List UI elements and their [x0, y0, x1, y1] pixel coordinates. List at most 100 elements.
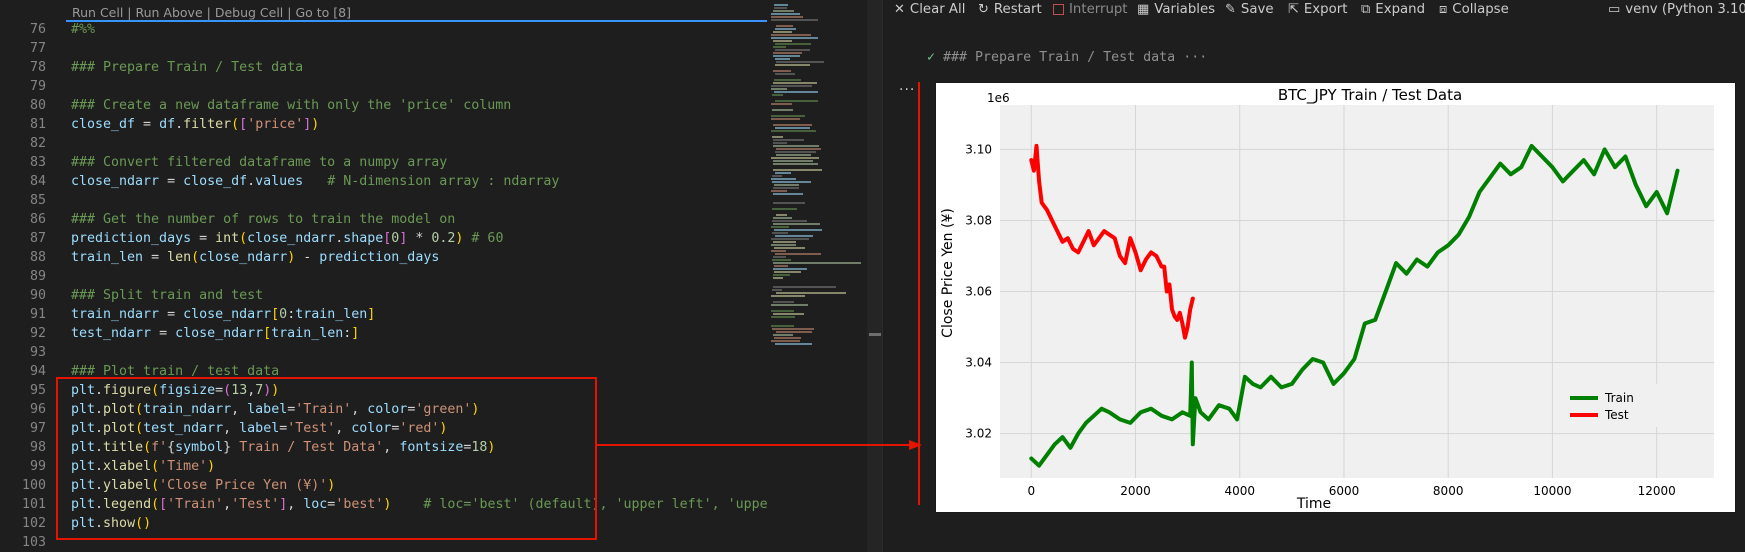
code-editor[interactable]: Run Cell | Run Above | Debug Cell | Go t…: [0, 0, 767, 552]
code-line[interactable]: 92 test_ndarr = close_ndarr[train_len:]: [0, 326, 767, 345]
code-token: 0: [279, 307, 288, 322]
code-token: 'Train': [295, 402, 352, 417]
code-line[interactable]: 87 prediction_days = int(close_ndarr.shap…: [0, 231, 767, 250]
minimap-line: [771, 244, 796, 246]
code-line[interactable]: 95 plt.figure(figsize=(13,7)): [0, 383, 767, 402]
minimap-line: [771, 115, 805, 117]
variables-button[interactable]: ▦ Variables: [1137, 2, 1215, 17]
scrollbar-thumb[interactable]: [869, 333, 881, 336]
code-token: f': [151, 440, 168, 455]
minimap-line: [775, 64, 810, 66]
code-lines[interactable]: 76 #%% 77 78 ### Prepare Train / Test data 79…: [0, 22, 767, 552]
interrupt-button[interactable]: Interrupt: [1053, 2, 1128, 17]
code-text: train_ndarr = close_ndarr[0:train_len]: [71, 307, 375, 322]
code-token: :: [287, 307, 296, 322]
minimap-line: [773, 217, 792, 219]
y-tick-label: 3.02: [965, 427, 992, 441]
save-button[interactable]: ✎ Save: [1225, 2, 1274, 17]
code-line[interactable]: 78 ### Prepare Train / Test data: [0, 60, 767, 79]
clear-all-button[interactable]: ✕ Clear All: [894, 2, 965, 17]
line-number: 93: [29, 345, 46, 360]
collapse-button[interactable]: ⧈ Collapse: [1439, 2, 1509, 17]
expand-button[interactable]: ⧉ Expand: [1361, 2, 1425, 17]
code-line[interactable]: 84 close_ndarr = close_df.values # N-dime…: [0, 174, 767, 193]
minimap-line: [773, 187, 799, 189]
interactive-toolbar: ✕ Clear All ↻ Restart Interrupt ▦ Variab…: [883, 0, 1745, 22]
code-line[interactable]: 98 plt.title(f'{symbol} Train / Test Data…: [0, 440, 767, 459]
code-line[interactable]: 91 train_ndarr = close_ndarr[0:train_len]: [0, 307, 767, 326]
code-line[interactable]: 88 train_len = len(close_ndarr) - predict…: [0, 250, 767, 269]
minimap-line: [776, 331, 812, 333]
minimap-line: [775, 58, 790, 60]
code-line[interactable]: 85: [0, 193, 767, 212]
code-text: plt.plot(train_ndarr, label='Train', col…: [71, 402, 479, 417]
code-token: close_ndarr: [247, 231, 336, 246]
code-line[interactable]: 94 ### Plot train / test data: [0, 364, 767, 383]
codelens-sep: |: [202, 5, 215, 20]
code-line[interactable]: 79: [0, 79, 767, 98]
line-number: 101: [21, 497, 46, 512]
go-to-link[interactable]: Go to [8]: [295, 5, 351, 20]
codelens-sep: |: [283, 5, 296, 20]
code-token: 'green': [415, 402, 472, 417]
minimap-line: [773, 241, 796, 243]
x-tick-label: 2000: [1120, 484, 1151, 498]
code-token: (: [151, 478, 160, 493]
run-above-link[interactable]: Run Above: [135, 5, 203, 20]
minimap-line: [773, 163, 818, 165]
code-token: .: [95, 383, 104, 398]
code-line[interactable]: 103: [0, 535, 767, 552]
output-cell-header[interactable]: ✓ ### Prepare Train / Test data ···: [927, 50, 1207, 65]
code-line[interactable]: 93: [0, 345, 767, 364]
code-token: 13: [231, 383, 248, 398]
restart-button[interactable]: ↻ Restart: [978, 2, 1042, 17]
code-line[interactable]: 102 plt.show(): [0, 516, 767, 535]
minimap-line: [773, 46, 786, 48]
code-line[interactable]: 86 ### Get the number of rows to train th…: [0, 212, 767, 231]
debug-cell-link[interactable]: Debug Cell: [214, 5, 284, 20]
minimap-line: [773, 31, 792, 33]
minimap-line: [773, 142, 787, 144]
line-number: 102: [21, 516, 46, 531]
code-line[interactable]: 99 plt.xlabel('Time'): [0, 459, 767, 478]
code-text: plt.xlabel('Time'): [71, 459, 215, 474]
minimap-line: [771, 157, 819, 159]
minimap[interactable]: [767, 0, 882, 552]
code-line[interactable]: 101 plt.legend(['Train','Test'], loc='bes…: [0, 497, 767, 516]
code-token: .: [95, 497, 104, 512]
kernel-picker[interactable]: ▭ venv (Python 3.10.9): [1608, 2, 1745, 17]
code-token: Train / Test Data': [231, 440, 384, 455]
code-line[interactable]: 90 ### Split train and test: [0, 288, 767, 307]
code-line[interactable]: 82: [0, 136, 767, 155]
code-line[interactable]: 97 plt.plot(test_ndarr, label='Test', col…: [0, 421, 767, 440]
line-number: 96: [29, 402, 46, 417]
code-text: prediction_days = int(close_ndarr.shape[…: [71, 231, 503, 246]
code-line[interactable]: 83 ### Convert filtered dataframe to a nu…: [0, 155, 767, 174]
code-token: ): [487, 440, 496, 455]
vertical-scrollbar[interactable]: [867, 0, 882, 552]
code-token: plt: [71, 402, 96, 417]
line-number: 98: [29, 440, 46, 455]
export-label: Export: [1303, 2, 1348, 17]
code-line[interactable]: 96 plt.plot(train_ndarr, label='Train', c…: [0, 402, 767, 421]
minimap-line: [775, 172, 791, 174]
cell-codelens: Run Cell | Run Above | Debug Cell | Go t…: [72, 5, 351, 20]
y-tick-label: 3.04: [965, 356, 992, 370]
minimap-line: [771, 178, 796, 180]
minimap-line: [773, 124, 812, 126]
code-line[interactable]: 81 close_df = df.filter(['price']): [0, 117, 767, 136]
run-cell-link[interactable]: Run Cell: [72, 5, 124, 20]
code-line[interactable]: 77: [0, 41, 767, 60]
code-text: ### Convert filtered dataframe to a nump…: [71, 155, 447, 170]
more-actions-icon[interactable]: ···: [899, 82, 916, 98]
code-text: train_len = len(close_ndarr) - predictio…: [71, 250, 439, 265]
code-line[interactable]: 89: [0, 269, 767, 288]
line-number: 79: [29, 79, 46, 94]
code-line[interactable]: 100 plt.ylabel('Close Price Yen (¥)'): [0, 478, 767, 497]
code-line[interactable]: 76 #%%: [0, 22, 767, 41]
code-line[interactable]: 80 ### Create a new dataframe with only t…: [0, 98, 767, 117]
plot-area: 0 2000 4000 6000 8000 10000 12000 3.02 3.04 3.06 3…: [965, 105, 1714, 498]
code-token: 'Test': [287, 421, 336, 436]
export-button[interactable]: ⇱ Export: [1288, 2, 1347, 17]
minimap-line: [771, 16, 803, 18]
